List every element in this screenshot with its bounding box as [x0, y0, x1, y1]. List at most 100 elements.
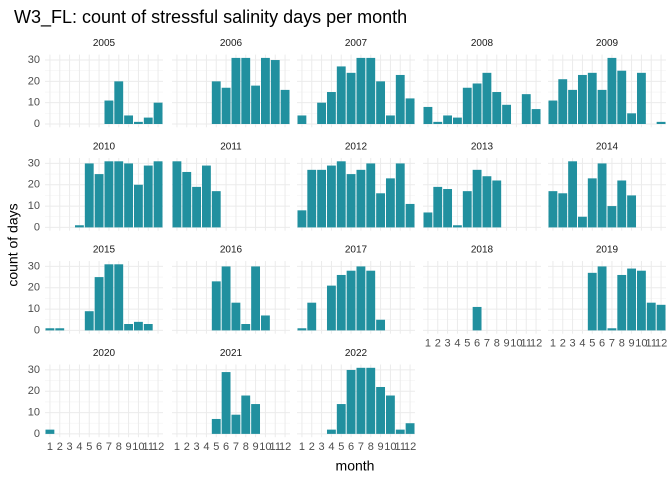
x-tick-label: 12 — [655, 338, 667, 350]
facet-label: 2005 — [93, 38, 116, 49]
x-tick-label: 10 — [132, 441, 144, 453]
x-tick-label: 12 — [152, 441, 164, 453]
bar — [366, 57, 376, 124]
bar — [568, 161, 578, 228]
bar — [297, 115, 307, 124]
bar — [221, 372, 231, 434]
bar — [636, 72, 646, 124]
bar — [385, 395, 395, 434]
x-tick-label: 7 — [106, 441, 112, 453]
x-tick-label: 7 — [609, 338, 615, 350]
bar — [385, 115, 395, 124]
bar — [307, 169, 317, 228]
bar — [548, 191, 558, 228]
bar — [251, 85, 261, 124]
x-tick-label: 5 — [589, 338, 595, 350]
bar — [221, 266, 231, 331]
facet-label: 2010 — [93, 142, 116, 153]
facet-label: 2019 — [596, 245, 619, 256]
bar — [326, 165, 336, 228]
x-tick-label: 10 — [635, 338, 647, 350]
bar — [472, 306, 482, 331]
facet-label: 2006 — [220, 38, 243, 49]
x-tick-label: 2 — [435, 338, 441, 350]
y-axis-label: count of days — [5, 203, 21, 286]
facet-label: 2015 — [93, 245, 116, 256]
bar — [336, 404, 346, 434]
bar — [251, 404, 261, 434]
y-tick-label: 0 — [34, 324, 40, 336]
bar — [241, 323, 251, 331]
x-tick-label: 8 — [619, 338, 625, 350]
bar — [443, 115, 453, 124]
bar — [482, 72, 492, 124]
bar — [376, 81, 386, 124]
bar — [502, 104, 512, 124]
bar — [597, 266, 607, 331]
bar — [385, 178, 395, 228]
bar — [55, 328, 65, 331]
bar — [346, 174, 356, 228]
bar — [587, 272, 597, 331]
bar — [597, 163, 607, 228]
bar — [587, 178, 597, 228]
bar — [568, 89, 578, 124]
bar — [114, 81, 124, 124]
x-tick-label: 12 — [404, 441, 416, 453]
bar — [433, 121, 443, 124]
bar — [270, 60, 280, 124]
bar — [356, 57, 366, 124]
x-tick-label: 6 — [599, 338, 605, 350]
bar — [241, 57, 251, 124]
x-tick-label: 9 — [629, 338, 635, 350]
facet-label: 2018 — [471, 245, 494, 256]
x-tick-label: 4 — [579, 338, 585, 350]
x-tick-label: 8 — [243, 441, 249, 453]
bar — [395, 429, 405, 434]
x-tick-label: 11 — [270, 441, 281, 453]
x-axis-label: month — [336, 458, 375, 474]
bar — [462, 191, 472, 228]
x-tick-label: 7 — [233, 441, 239, 453]
bar — [307, 302, 317, 331]
x-tick-label: 3 — [194, 441, 200, 453]
x-tick-label: 11 — [143, 441, 154, 453]
bar — [472, 169, 482, 228]
y-tick-label: 30 — [28, 260, 40, 272]
facet-label: 2007 — [345, 38, 368, 49]
y-tick-label: 20 — [28, 385, 40, 397]
x-tick-label: 1 — [174, 441, 180, 453]
x-tick-label: 1 — [550, 338, 556, 350]
x-tick-label: 4 — [328, 441, 334, 453]
bar — [84, 163, 94, 228]
bar — [405, 203, 415, 228]
x-tick-label: 5 — [338, 441, 344, 453]
y-tick-label: 20 — [28, 179, 40, 191]
bar — [607, 328, 617, 331]
bar — [423, 212, 433, 228]
bar — [124, 163, 134, 228]
x-tick-label: 3 — [570, 338, 576, 350]
x-tick-label: 6 — [223, 441, 229, 453]
bar — [452, 117, 462, 124]
x-tick-label: 1 — [299, 441, 305, 453]
bar — [211, 418, 221, 434]
y-tick-label: 10 — [28, 303, 40, 315]
bar — [587, 72, 597, 124]
x-tick-label: 5 — [464, 338, 470, 350]
x-tick-label: 10 — [259, 441, 271, 453]
bar — [356, 169, 366, 228]
x-tick-label: 8 — [116, 441, 122, 453]
x-tick-label: 1 — [425, 338, 431, 350]
chart-title: W3_FL: count of stressful salinity days … — [14, 7, 407, 28]
bar — [366, 367, 376, 434]
bar — [405, 423, 415, 434]
facet-label: 2017 — [345, 245, 368, 256]
bar — [423, 106, 433, 124]
x-tick-label: 10 — [384, 441, 396, 453]
x-tick-label: 4 — [76, 441, 82, 453]
bar — [143, 323, 153, 331]
bar — [636, 270, 646, 331]
bar — [472, 83, 482, 124]
bar — [656, 121, 666, 124]
